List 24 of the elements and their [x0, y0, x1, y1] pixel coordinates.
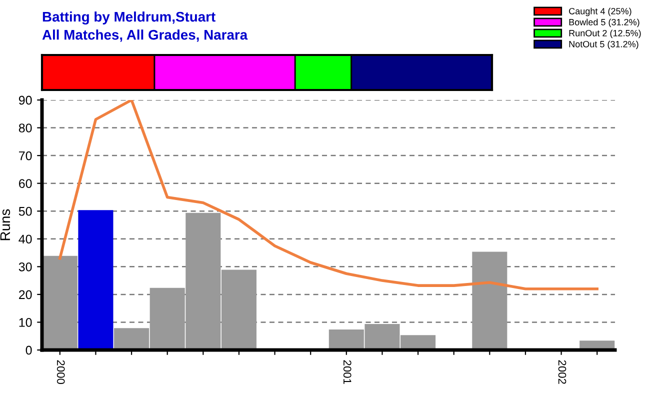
- legend-label: RunOut 2 (12.5%): [569, 30, 641, 38]
- y-tick-label: 0: [26, 346, 32, 355]
- y-tick-label: 30: [18, 262, 32, 272]
- y-tick-label: 80: [18, 124, 32, 132]
- y-tick-label: 90: [18, 96, 32, 105]
- y-axis-title: Runs: [0, 209, 10, 240]
- legend-label: Caught 4 (25%): [569, 8, 632, 16]
- y-tick-label: 10: [19, 318, 32, 327]
- y-tick-label: 70: [19, 151, 32, 160]
- chart-subtitle: All Matches, All Grades, Narara: [42, 30, 248, 42]
- y-tick-label: 40: [18, 234, 32, 244]
- legend-label: Bowled 5 (31.2%): [569, 18, 640, 28]
- bar: [42, 256, 78, 350]
- x-tick-label: 2001: [343, 360, 352, 384]
- y-tick-label: 60: [19, 179, 32, 188]
- x-tick-label: 2000: [56, 360, 65, 384]
- line-series: [58, 100, 598, 290]
- bar: [78, 210, 114, 350]
- legend-label: NotOut 5 (31.2%): [569, 40, 638, 50]
- x-tick-label: 2002: [558, 360, 566, 384]
- y-tick-label: 50: [18, 206, 32, 216]
- y-tick-label: 20: [19, 290, 32, 300]
- bar: [472, 252, 508, 350]
- chart-title: Batting by Meldrum,Stuart: [42, 11, 216, 25]
